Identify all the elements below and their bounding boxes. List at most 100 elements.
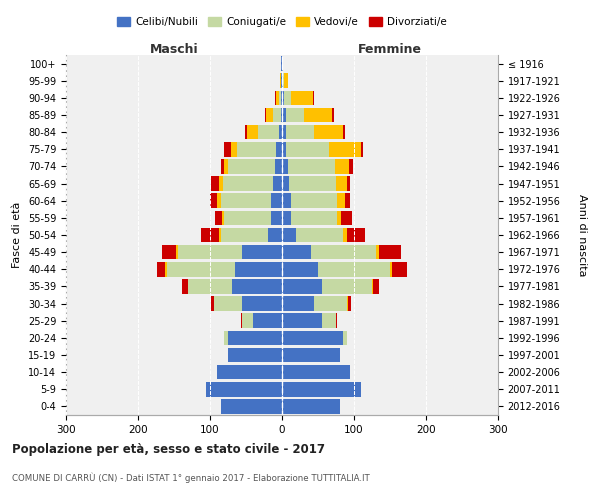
Bar [257, 125, 279, 140]
Bar [349, 159, 353, 174]
Bar [211, 296, 214, 311]
Y-axis label: Fasce di età: Fasce di età [13, 202, 22, 268]
Bar [329, 142, 361, 156]
Bar [373, 279, 379, 293]
Bar [221, 228, 268, 242]
Bar [318, 262, 390, 276]
Bar [322, 314, 336, 328]
Bar [247, 125, 257, 140]
Bar [228, 330, 282, 345]
Bar [286, 125, 314, 140]
Bar [188, 279, 232, 293]
Bar [343, 125, 344, 140]
Bar [241, 314, 242, 328]
Bar [224, 330, 228, 345]
Bar [282, 382, 361, 396]
Bar [281, 56, 282, 71]
Bar [336, 176, 347, 191]
Bar [222, 210, 224, 225]
Bar [176, 245, 178, 260]
Bar [282, 245, 311, 260]
Bar [313, 90, 314, 105]
Bar [268, 228, 282, 242]
Bar [221, 399, 282, 413]
Bar [245, 125, 247, 140]
Text: Popolazione per età, sesso e stato civile - 2017: Popolazione per età, sesso e stato civil… [12, 442, 325, 456]
Bar [162, 245, 176, 260]
Bar [361, 142, 362, 156]
Bar [289, 176, 336, 191]
Bar [214, 296, 242, 311]
Bar [217, 194, 221, 208]
Bar [217, 365, 282, 380]
Bar [266, 108, 274, 122]
Bar [314, 296, 347, 311]
Bar [311, 245, 376, 260]
Bar [265, 108, 266, 122]
Bar [215, 210, 222, 225]
Bar [347, 176, 350, 191]
Bar [282, 348, 340, 362]
Bar [276, 142, 282, 156]
Bar [347, 228, 365, 242]
Bar [224, 210, 271, 225]
Bar [274, 176, 282, 191]
Bar [282, 330, 343, 345]
Bar [332, 108, 334, 122]
Bar [282, 296, 314, 311]
Bar [344, 194, 350, 208]
Bar [242, 245, 282, 260]
Bar [314, 125, 343, 140]
Bar [281, 74, 282, 88]
Bar [202, 228, 220, 242]
Bar [281, 90, 282, 105]
Legend: Celibi/Nubili, Coniugati/e, Vedovi/e, Divorziati/e: Celibi/Nubili, Coniugati/e, Vedovi/e, Di… [113, 12, 451, 32]
Bar [292, 90, 313, 105]
Bar [220, 176, 223, 191]
Bar [157, 262, 166, 276]
Bar [275, 90, 279, 105]
Bar [221, 194, 271, 208]
Bar [242, 296, 282, 311]
Bar [224, 159, 228, 174]
Bar [220, 228, 221, 242]
Bar [282, 108, 286, 122]
Bar [210, 194, 217, 208]
Bar [235, 262, 282, 276]
Bar [228, 348, 282, 362]
Bar [279, 90, 281, 105]
Bar [392, 262, 407, 276]
Bar [206, 382, 282, 396]
Bar [282, 159, 288, 174]
Bar [336, 314, 337, 328]
Bar [337, 194, 344, 208]
Bar [282, 314, 322, 328]
Bar [211, 176, 220, 191]
Bar [221, 159, 224, 174]
Bar [223, 176, 274, 191]
Bar [390, 262, 392, 276]
Bar [335, 159, 349, 174]
Bar [288, 159, 335, 174]
Bar [282, 142, 286, 156]
Bar [274, 108, 281, 122]
Bar [280, 74, 281, 88]
Bar [322, 279, 372, 293]
Bar [343, 228, 347, 242]
Bar [283, 74, 284, 88]
Bar [166, 262, 167, 276]
Y-axis label: Anni di nascita: Anni di nascita [577, 194, 587, 276]
Bar [343, 330, 347, 345]
Bar [282, 194, 290, 208]
Bar [282, 176, 289, 191]
Bar [224, 142, 231, 156]
Text: Maschi: Maschi [149, 43, 199, 56]
Bar [290, 194, 337, 208]
Bar [232, 279, 282, 293]
Bar [304, 108, 332, 122]
Bar [282, 228, 296, 242]
Bar [253, 314, 282, 328]
Bar [178, 245, 242, 260]
Bar [376, 245, 379, 260]
Bar [271, 194, 282, 208]
